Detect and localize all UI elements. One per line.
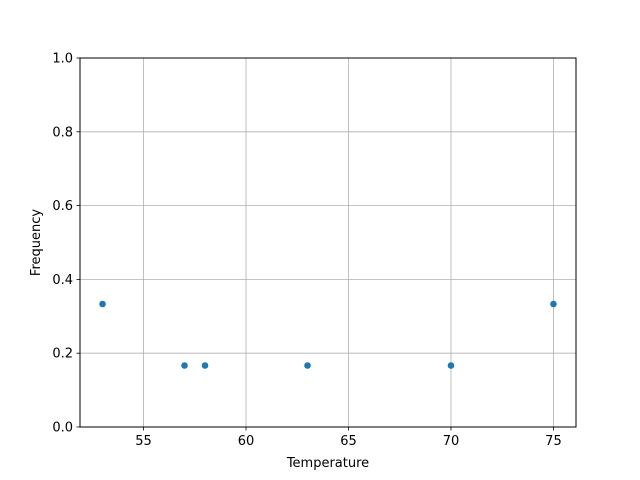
data-point: [447, 362, 455, 369]
y-tick-label: 0.0: [52, 421, 73, 436]
data-points: [99, 300, 557, 369]
axes-frame: [79, 57, 577, 428]
y-tick-label: 0.8: [52, 125, 73, 140]
y-tick-label: 0.6: [52, 199, 73, 214]
y-axis-label: Frequency: [29, 209, 44, 276]
data-point: [181, 362, 188, 369]
x-tick-label: 75: [545, 434, 562, 449]
data-point: [99, 300, 106, 308]
x-axis-label: Temperature: [286, 456, 369, 471]
ticks: 55 60 65 70 75 0.0 0.2 0.4 0.6 0.8 1.0: [52, 52, 561, 450]
x-tick-label: 60: [238, 434, 255, 449]
y-tick-label: 1.0: [52, 52, 73, 67]
y-tick-label: 0.2: [52, 347, 73, 362]
data-point: [550, 300, 557, 308]
x-tick-label: 55: [135, 434, 152, 449]
data-point: [304, 362, 311, 369]
x-tick-label: 65: [340, 434, 357, 449]
data-point: [201, 362, 209, 369]
grid-lines: [80, 57, 576, 428]
x-tick-label: 70: [443, 434, 460, 449]
y-tick-label: 0.4: [52, 273, 73, 288]
